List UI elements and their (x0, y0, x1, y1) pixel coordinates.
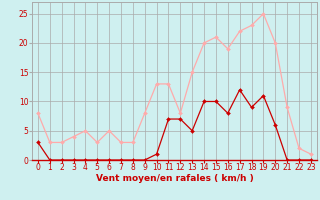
X-axis label: Vent moyen/en rafales ( km/h ): Vent moyen/en rafales ( km/h ) (96, 174, 253, 183)
